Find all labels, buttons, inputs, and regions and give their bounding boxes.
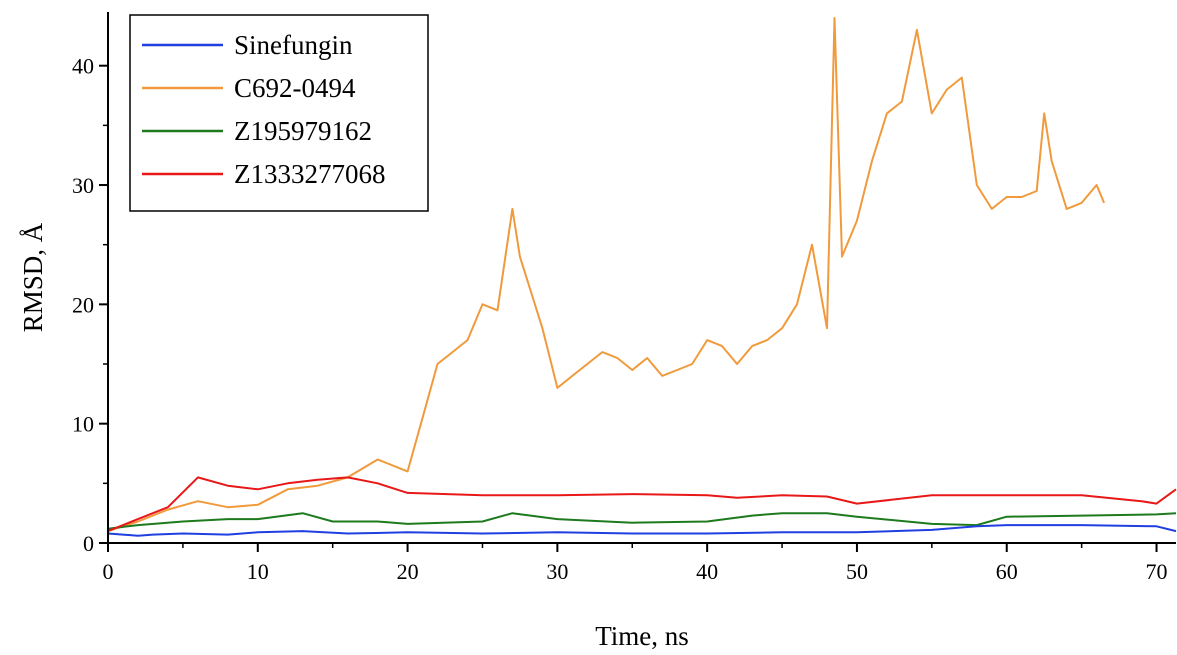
series-layer xyxy=(107,17,1177,537)
y-tick-label: 10 xyxy=(72,412,94,437)
y-tick-label: 30 xyxy=(72,173,94,198)
x-tick-label: 50 xyxy=(846,559,868,584)
series-line-z1333277068 xyxy=(107,476,1177,533)
legend-label: Sinefungin xyxy=(234,30,353,60)
series-line-z195979162 xyxy=(107,512,1177,530)
x-tick-label: 40 xyxy=(696,559,718,584)
x-tick-label: 30 xyxy=(546,559,568,584)
x-tick-label: 60 xyxy=(996,559,1018,584)
x-tick-label: 20 xyxy=(397,559,419,584)
x-axis-title: Time, ns xyxy=(595,621,689,651)
series-line-sinefungin xyxy=(107,524,1177,537)
legend-box xyxy=(129,14,429,212)
legend-label: Z1333277068 xyxy=(234,159,386,189)
y-tick-label: 0 xyxy=(83,531,94,556)
series-line-c692-0494 xyxy=(107,17,1106,533)
y-tick-label: 20 xyxy=(72,292,94,317)
y-axis-title: RMSD, Å xyxy=(18,222,48,332)
legend-label: Z195979162 xyxy=(234,116,372,146)
plot-frame xyxy=(107,12,1176,544)
x-tick-label: 0 xyxy=(103,559,114,584)
axis-ticks: 0 10 20 30 40 50 60 70 0 10 20 30 40 xyxy=(72,54,1168,584)
legend: Sinefungin C692-0494 Z195979162 Z1333277068 xyxy=(129,14,429,212)
y-tick-label: 40 xyxy=(72,54,94,79)
x-tick-label: 10 xyxy=(247,559,269,584)
legend-label: C692-0494 xyxy=(234,73,356,103)
x-tick-label: 70 xyxy=(1146,559,1168,584)
